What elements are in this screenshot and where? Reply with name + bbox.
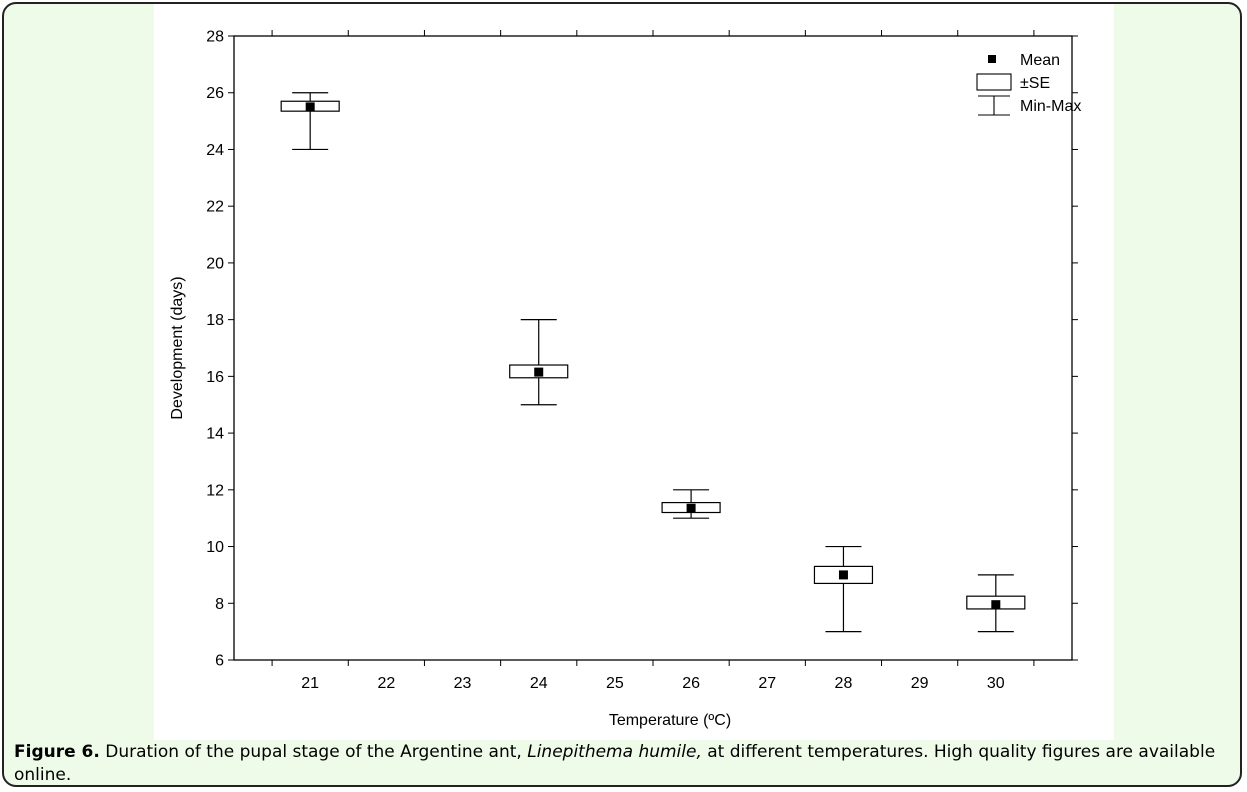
- y-axis: 6 8 10 12 14 16 18 20 22 24 26 28: [206, 29, 1078, 670]
- y-tick-label: 12: [206, 482, 224, 499]
- box-group-26: [661, 489, 721, 519]
- y-tick-label: 14: [206, 426, 224, 443]
- y-axis-label: Development (days): [169, 276, 186, 419]
- caption-text-after: at different temperatures. High quality …: [14, 742, 1216, 785]
- y-tick-label: 10: [206, 539, 224, 556]
- caption-text-before: Duration of the pupal stage of the Argen…: [105, 742, 522, 762]
- x-tick-label: 29: [911, 675, 929, 692]
- y-tick-label: 16: [206, 369, 224, 386]
- x-tick-label: 24: [530, 675, 548, 692]
- x-tick-label: 30: [987, 675, 1005, 692]
- plot-area: [233, 35, 1073, 661]
- legend-entry: Mean: [988, 52, 1060, 69]
- figure-label: Figure 6.: [14, 742, 100, 762]
- y-tick-label: 24: [206, 142, 224, 159]
- x-tick-label: 25: [606, 675, 624, 692]
- mean-marker: [686, 503, 696, 513]
- box-series: [280, 92, 1026, 633]
- x-axis: 21 22 23 24 25 26 27 28 29 30: [271, 30, 1035, 692]
- legend-label: Mean: [1020, 52, 1060, 69]
- mean-marker: [305, 102, 315, 112]
- y-tick-label: 6: [215, 653, 224, 670]
- mean-marker: [991, 600, 1001, 610]
- x-axis-label: Temperature (ºC): [609, 712, 731, 729]
- x-tick-label: 22: [377, 675, 395, 692]
- legend-entry: Min-Max: [978, 95, 1081, 116]
- y-tick-label: 18: [206, 312, 224, 329]
- x-tick-label: 27: [758, 675, 776, 692]
- x-tick-label: 23: [454, 675, 472, 692]
- y-tick-label: 8: [215, 596, 224, 613]
- legend-mean-symbol: [988, 55, 996, 63]
- y-tick-label: 20: [206, 255, 224, 272]
- legend-label: ±SE: [1020, 75, 1050, 92]
- legend: Mean ±SE Min-Max: [976, 52, 1081, 116]
- x-tick-label: 28: [835, 675, 853, 692]
- y-tick-label: 26: [206, 85, 224, 102]
- legend-label: Min-Max: [1020, 98, 1081, 115]
- box-group-30: [966, 574, 1026, 633]
- figure-caption: Figure 6. Duration of the pupal stage of…: [14, 741, 1236, 785]
- y-tick-label: 22: [206, 199, 224, 216]
- x-tick-label: 21: [301, 675, 319, 692]
- box-group-21: [280, 92, 340, 151]
- caption-species: Linepithema humile,: [527, 742, 702, 762]
- y-tick-label: 28: [206, 29, 224, 46]
- box-group-28: [813, 545, 874, 633]
- chart-panel: 6 8 10 12 14 16 18 20 22 24 26 28 21 22 23 24 25 26 27 28 2…: [154, 4, 1114, 740]
- box-group-24: [509, 319, 569, 406]
- legend-entry: ±SE: [976, 73, 1050, 92]
- x-tick-label: 26: [682, 675, 700, 692]
- mean-marker: [534, 367, 544, 377]
- mean-marker: [838, 570, 848, 580]
- legend-se-symbol: [976, 73, 1012, 91]
